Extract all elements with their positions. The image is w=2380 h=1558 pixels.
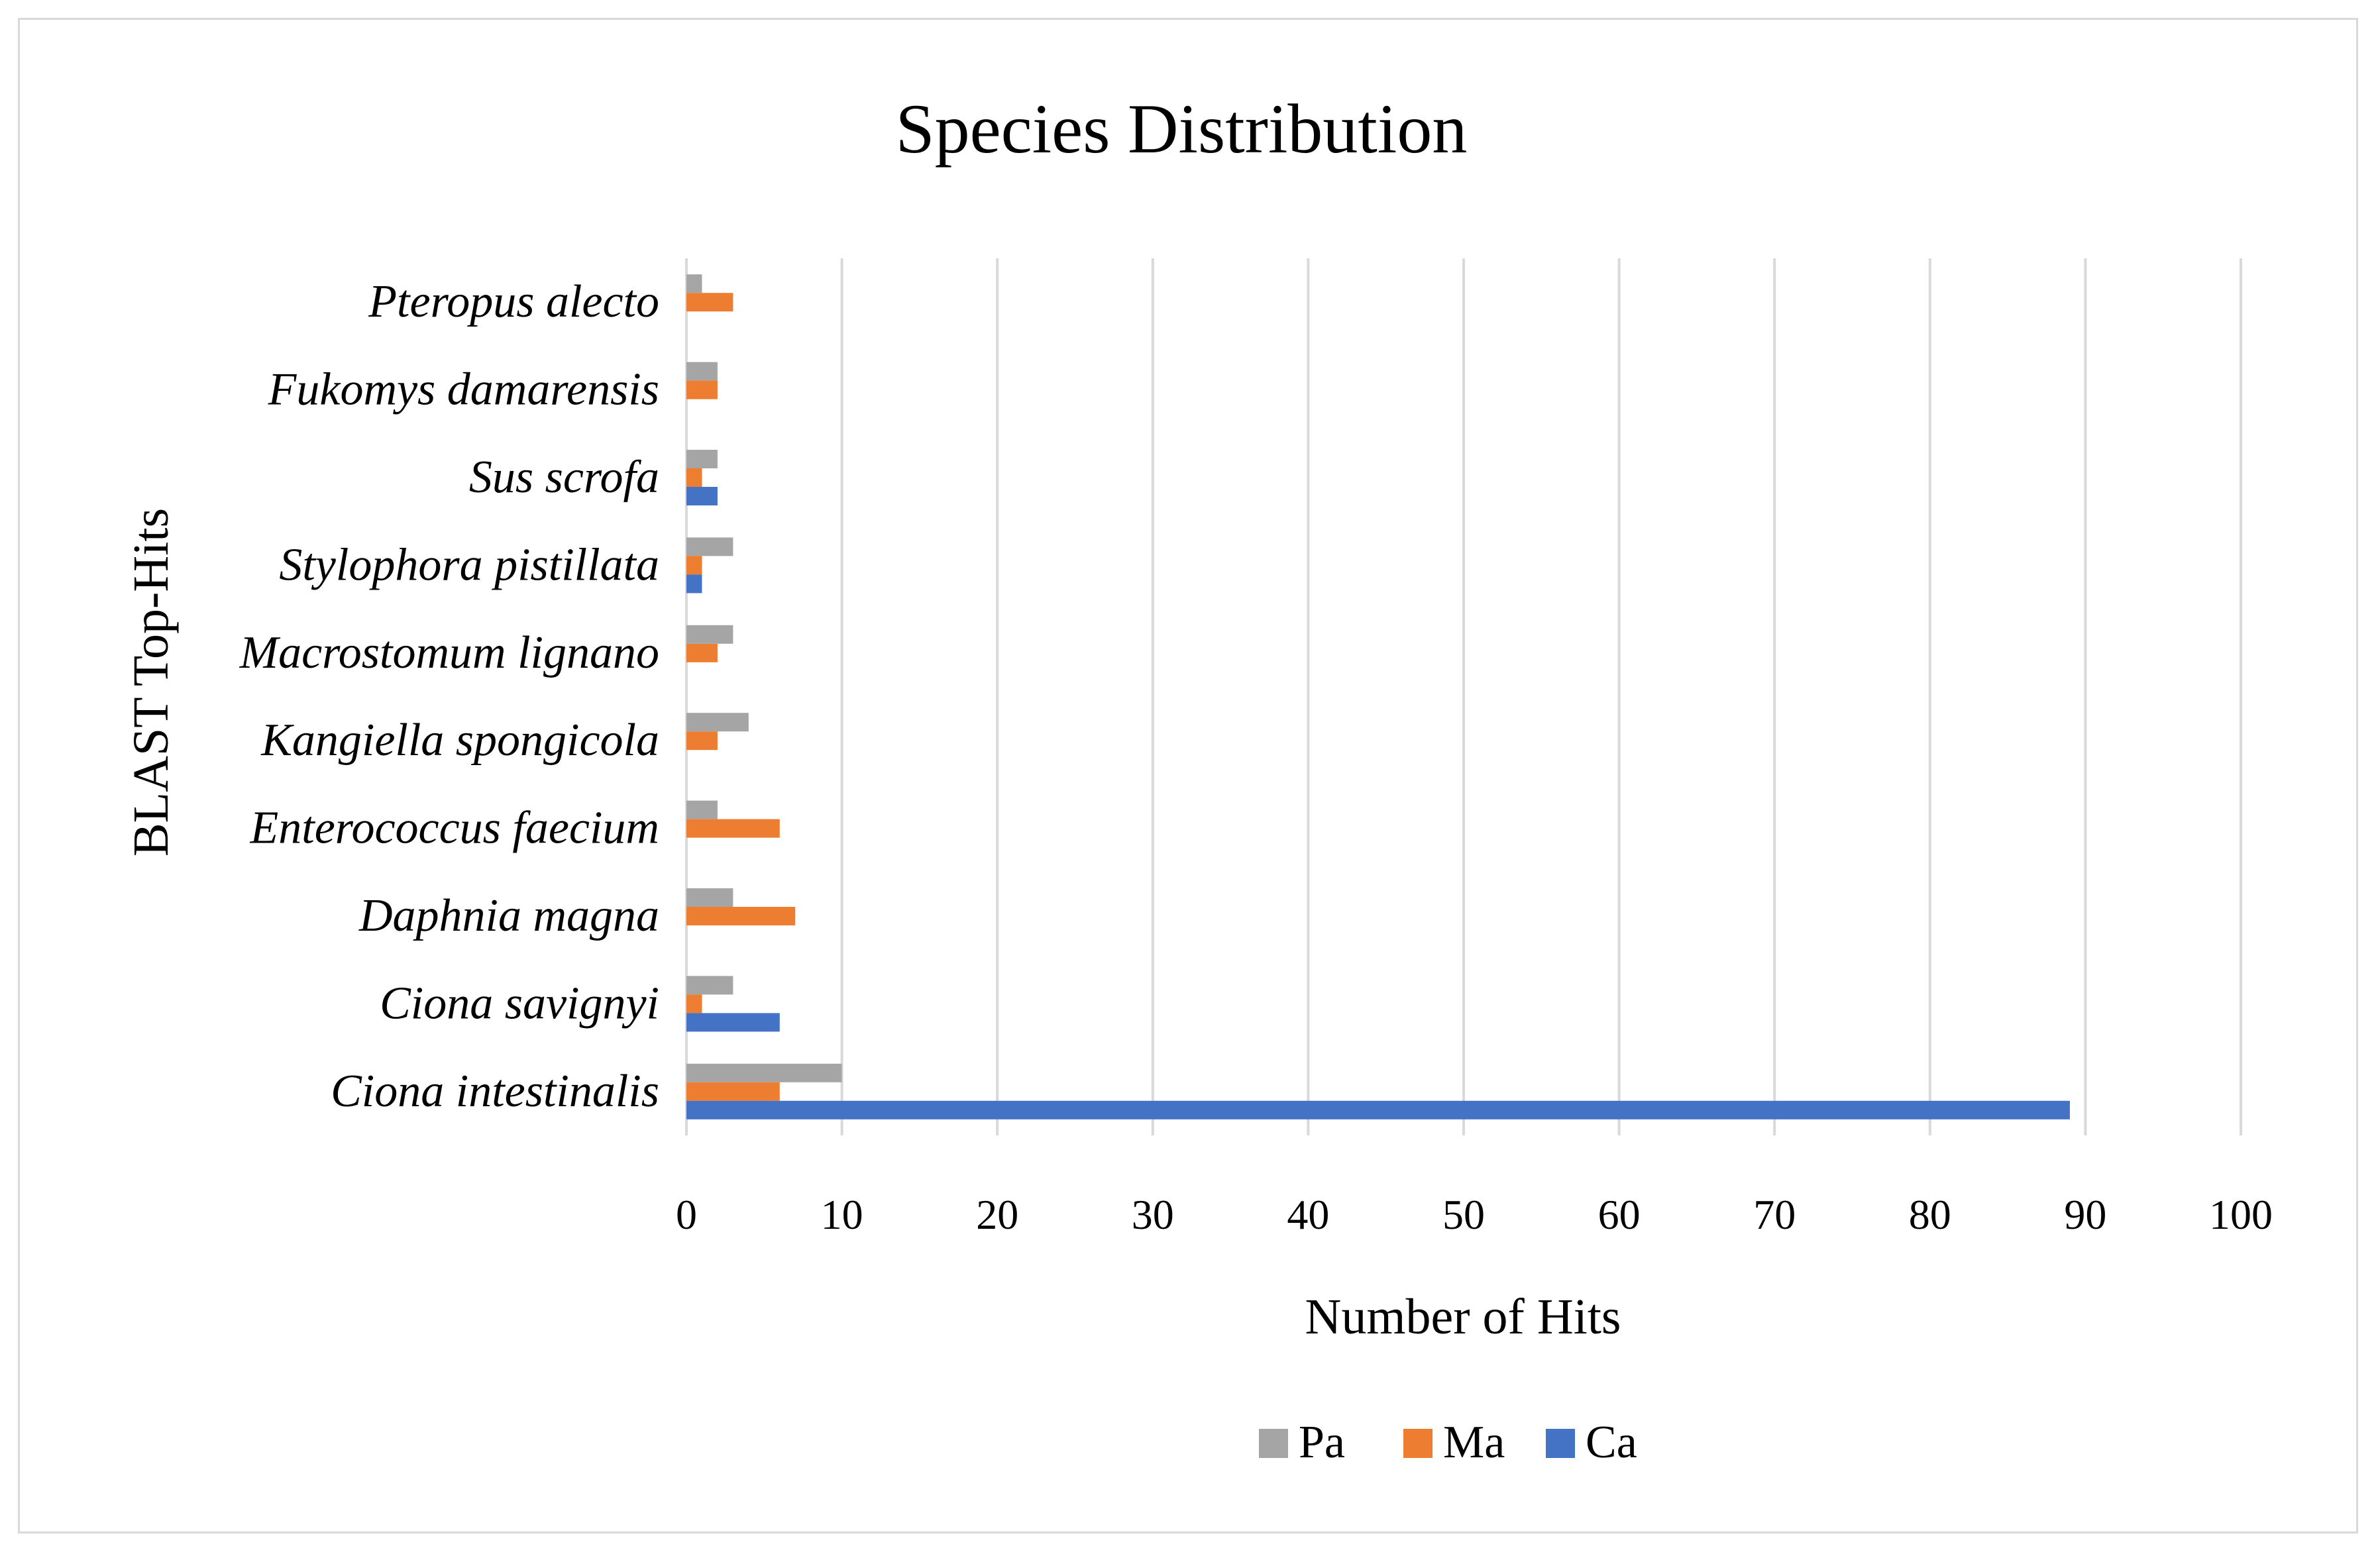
legend-swatch-ca	[1546, 1429, 1575, 1458]
bar-ma-3	[686, 819, 780, 838]
bar-ca-1	[686, 1013, 780, 1032]
y-tick-label-5: Macrostomum lignano	[239, 627, 659, 678]
y-tick-label-6: Stylophora pistillata	[279, 539, 659, 590]
bars	[686, 274, 2070, 1119]
x-tick-label-0: 0	[676, 1191, 697, 1238]
y-tick-label-8: Fukomys damarensis	[268, 364, 659, 415]
bar-pa-6	[686, 537, 733, 556]
y-tick-label-1: Ciona savignyi	[380, 978, 659, 1029]
legend-label-ma: Ma	[1443, 1417, 1505, 1468]
bar-ca-7	[686, 487, 718, 505]
chart-title: Species Distribution	[896, 90, 1468, 168]
bar-pa-3	[686, 800, 718, 819]
x-tick-label-8: 80	[1909, 1191, 1951, 1238]
legend-swatch-ma	[1403, 1429, 1433, 1458]
x-tick-label-5: 50	[1442, 1191, 1485, 1238]
y-tick-label-7: Sus scrofa	[469, 452, 659, 503]
x-tick-label-3: 30	[1132, 1191, 1174, 1238]
bar-pa-9	[686, 274, 702, 293]
x-tick-label-9: 90	[2064, 1191, 2106, 1238]
chart-svg: 0 10 20 30 40 50 60 70 80 90 100 Ciona intestinali…	[123, 90, 2273, 1468]
gridlines	[685, 258, 2242, 1135]
y-tick-label-2: Daphnia magna	[358, 890, 659, 941]
chart-area: 0 10 20 30 40 50 60 70 80 90 100 Ciona intestinali…	[18, 18, 2358, 1533]
bar-pa-4	[686, 713, 749, 732]
x-tick-label-10: 100	[2209, 1191, 2273, 1238]
legend: Pa Ma Ca	[1259, 1417, 1637, 1468]
x-tick-label-4: 40	[1287, 1191, 1329, 1238]
x-tick-labels: 0 10 20 30 40 50 60 70 80 90 100	[676, 1191, 2273, 1238]
bar-ma-7	[686, 468, 702, 487]
y-tick-label-0: Ciona intestinalis	[331, 1066, 659, 1117]
y-tick-label-9: Pteropus alecto	[368, 276, 659, 327]
legend-swatch-pa	[1259, 1429, 1288, 1458]
bar-ma-0	[686, 1082, 780, 1101]
x-axis-title: Number of Hits	[1305, 1289, 1621, 1345]
y-axis-title: BLAST Top-Hits	[123, 508, 179, 857]
bar-ca-6	[686, 574, 702, 594]
bar-ma-5	[686, 643, 718, 662]
x-tick-label-7: 70	[1753, 1191, 1796, 1238]
bar-pa-8	[686, 362, 718, 381]
bar-pa-7	[686, 450, 718, 468]
x-tick-label-6: 60	[1598, 1191, 1641, 1238]
bar-pa-0	[686, 1063, 842, 1082]
bar-pa-1	[686, 976, 733, 995]
x-tick-label-2: 20	[976, 1191, 1018, 1238]
bar-ma-8	[686, 380, 718, 399]
bar-ma-6	[686, 556, 702, 575]
y-tick-label-3: Enterococcus faecium	[250, 803, 659, 854]
bar-ma-1	[686, 994, 702, 1013]
bar-pa-5	[686, 625, 733, 644]
legend-label-ca: Ca	[1586, 1417, 1637, 1468]
y-tick-label-4: Kangiella spongicola	[260, 715, 659, 766]
bar-pa-2	[686, 888, 733, 907]
bar-ma-9	[686, 293, 733, 312]
bar-ca-0	[686, 1100, 2070, 1119]
x-tick-label-1: 10	[821, 1191, 863, 1238]
y-tick-labels: Ciona intestinalis Ciona savignyi Daphnia …	[239, 276, 659, 1117]
bar-ma-2	[686, 907, 796, 925]
legend-label-pa: Pa	[1299, 1417, 1345, 1468]
bar-ma-4	[686, 731, 718, 751]
